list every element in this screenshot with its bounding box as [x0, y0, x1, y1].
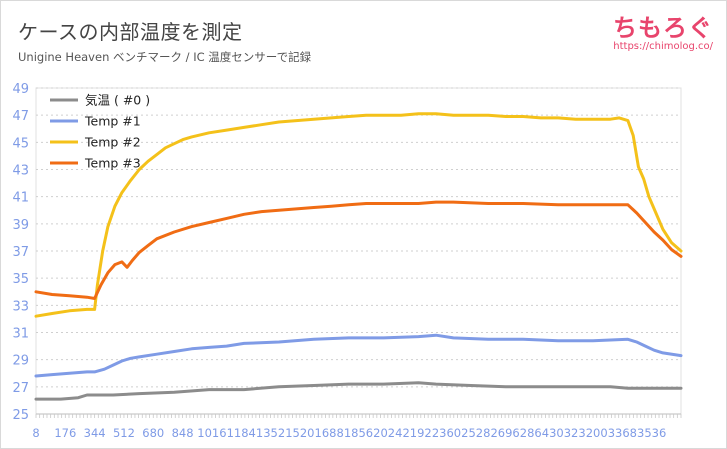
chart-title: ケースの内部温度を測定 — [18, 20, 243, 44]
brand-logo: ちもろぐ — [613, 14, 713, 42]
x-tick-label: 1016 — [197, 426, 226, 440]
x-tick-label: 3368 — [608, 426, 637, 440]
x-tick-label: 3536 — [637, 426, 666, 440]
chart-subtitle: Unigine Heaven ベンチマーク / IC 温度センサーで記録 — [18, 50, 312, 64]
legend-label: 気温 ( #0 ) — [85, 93, 150, 108]
y-tick-label: 43 — [12, 164, 29, 179]
x-tick-label: 344 — [84, 426, 106, 440]
series-line-1 — [34, 333, 683, 378]
legend-label: Temp #3 — [84, 156, 141, 171]
series-line-2 — [34, 112, 683, 318]
x-tick-label: 2024 — [373, 426, 402, 440]
y-tick-label: 39 — [12, 218, 29, 233]
legend: 気温 ( #0 ) Temp #1 Temp #2 Temp #3 — [50, 93, 150, 171]
series-lines — [34, 112, 683, 401]
y-tick-label: 45 — [12, 136, 29, 151]
x-tick-label: 1184 — [227, 426, 256, 440]
x-tick-label: 3032 — [549, 426, 578, 440]
x-tick-label: 176 — [54, 426, 76, 440]
series-line-0 — [34, 381, 683, 401]
y-axis: 25 27 29 31 33 35 37 39 41 43 45 47 49 — [12, 82, 29, 423]
x-tick-label: 2864 — [520, 426, 549, 440]
legend-label: Temp #1 — [84, 114, 141, 129]
legend-label: Temp #2 — [84, 135, 141, 150]
x-tick-label: 848 — [172, 426, 194, 440]
brand[interactable]: ちもろぐ https://chimolog.co/ — [613, 8, 713, 52]
x-tick-label: 2360 — [432, 426, 461, 440]
x-tick-label: 2192 — [402, 426, 431, 440]
y-tick-label: 47 — [12, 109, 29, 124]
y-tick-label: 25 — [12, 408, 29, 423]
y-tick-label: 49 — [12, 82, 29, 97]
y-tick-label: 33 — [12, 299, 29, 314]
series-line-3 — [34, 200, 683, 300]
x-tick-label: 8 — [32, 426, 39, 440]
x-tick-label: 512 — [113, 426, 135, 440]
y-tick-label: 31 — [12, 327, 29, 342]
x-tick-label: 1352 — [256, 426, 285, 440]
x-tick-label: 680 — [142, 426, 164, 440]
x-tick-label: 3200 — [578, 426, 607, 440]
brand-url[interactable]: https://chimolog.co/ — [613, 41, 713, 52]
y-tick-label: 37 — [12, 245, 29, 260]
y-tick-label: 27 — [12, 381, 29, 396]
x-tick-label: 1520 — [285, 426, 314, 440]
y-tick-label: 29 — [12, 354, 29, 369]
x-tick-label: 2528 — [461, 426, 490, 440]
y-tick-label: 41 — [12, 191, 29, 206]
x-tick-label: 1856 — [344, 426, 373, 440]
x-tick-label: 1688 — [315, 426, 344, 440]
x-tick-label: 2696 — [490, 426, 519, 440]
y-tick-label: 35 — [12, 272, 29, 287]
x-axis: 8 176 344 512 680 848 1016 1184 1352 1520 1688 1856… — [32, 413, 682, 440]
